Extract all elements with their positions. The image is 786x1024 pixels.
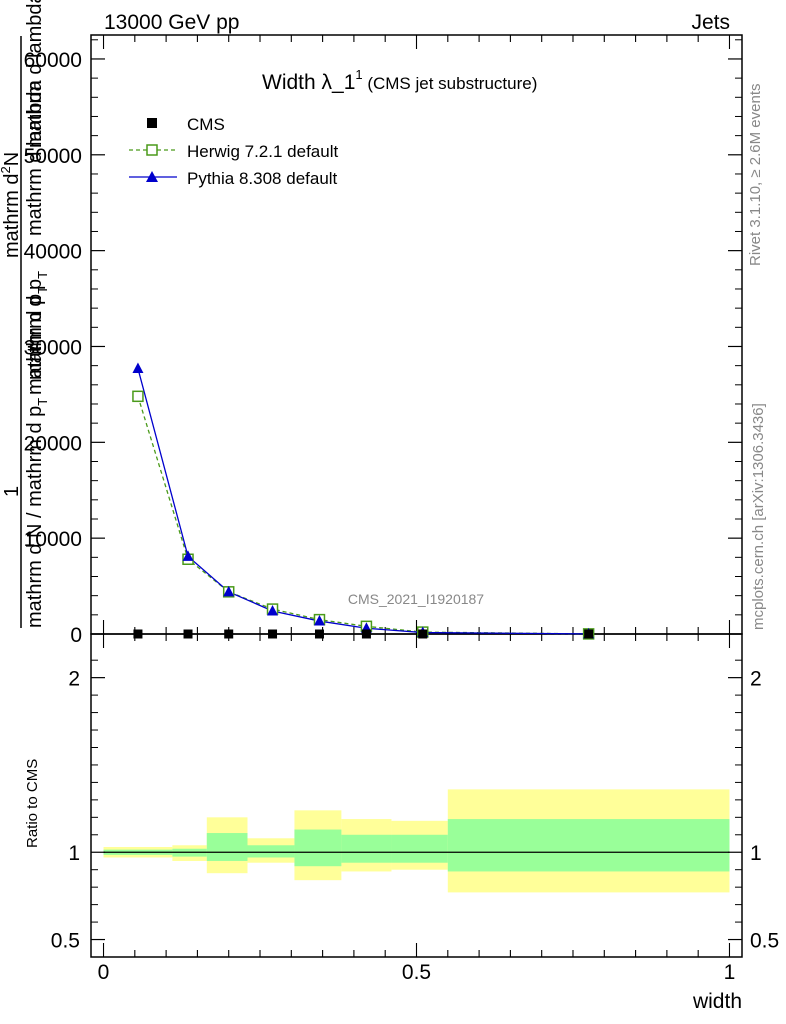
main-y-ticks: 0 10000 20000 30000 40000 50000 60000 [24,39,742,647]
plot-title-sup: 1 [355,67,362,82]
main-y-axis-label: 1 mathrm d N / mathrm d pT mathrm d2N ma… [0,0,50,628]
series-layer [132,362,595,640]
ylabel-d2N: mathrm d2N [0,152,23,258]
cms-point [584,629,594,639]
ylabel-sub-T-3: T [35,271,50,279]
herwig-point [132,390,144,403]
ratio-y-axis-label: Ratio to CMS [24,759,41,848]
pythia-point [132,362,144,374]
ylabel-d2N-N: N [1,152,23,166]
legend-herwig-label: Herwig 7.2.1 default [187,142,338,161]
main-y-tick-label: 10000 [24,528,82,551]
ylabel-dlambda-2: mathrm d lambda [24,0,46,148]
pythia-point [223,585,235,597]
x-axis-label: width [692,990,742,1013]
plot-title: Width λ_11 (CMS jet substructure) [262,67,537,94]
pythia-line [137,368,589,635]
ratio-y-tick-label-right: 2 [750,668,762,691]
ratio-band-inner-5 [341,834,392,863]
cms-point [418,629,428,639]
ratio-y-tick-label-left: 0.5 [51,930,80,953]
ylabel-dpT-denominator: mathrm d pT [24,286,50,395]
ratio-y-tick-label-left: 2 [68,668,80,691]
ylabel-dpT-text: mathrm d p [24,294,46,395]
cms-point [224,629,234,639]
rivet-label: Rivet 3.1.10, ≥ 2.6M events [747,84,764,267]
ratio-y-ticks: 0.5 0.5 1 1 2 2 [51,659,779,953]
cms-point [183,629,193,639]
ylabel-dpT-2: mathrm d pT [24,271,50,380]
main-y-tick-label: 60000 [24,49,82,72]
ylabel-one: 1 [1,486,23,497]
legend-cms-marker [147,118,157,128]
cms-point [361,629,371,639]
ylabel-sub-T-1: T [35,398,50,406]
ylabel-dN-dpT-text: mathrm d N / mathrm d p [24,406,46,628]
ratio-bands [103,789,730,893]
x-tick-label: 0.5 [402,961,431,984]
ylabel-sub-T-2: T [35,286,50,294]
cms-point [314,629,324,639]
ylabel-dN-dpT: mathrm d N / mathrm d pT [24,398,50,628]
analysis-watermark: CMS_2021_I1920187 [348,591,484,607]
ratio-band-inner-6 [391,834,448,863]
pythia-point [182,550,194,561]
header-energy-label: 13000 GeV pp [104,11,239,34]
legend-pythia-marker [146,171,158,182]
legend-herwig-marker [146,144,158,156]
ylabel-d2N-d: mathrm d [1,174,23,258]
legend-cms-label: CMS [187,115,225,134]
ratio-y-tick-label-left: 1 [68,842,80,865]
ratio-band-inner-2 [206,833,248,861]
x-tick-label: 1 [724,961,736,984]
legend-pythia-label: Pythia 8.308 default [187,169,338,188]
x-tick-label: 0 [98,961,110,984]
main-y-tick-label: 40000 [24,241,82,264]
main-y-tick-label: 20000 [24,432,82,455]
main-y-tick-label: 50000 [24,145,82,168]
cms-point [268,629,278,639]
ratio-band-inner-4 [294,829,342,867]
plot-title-sub: (CMS jet substructure) [363,74,538,93]
ratio-band-inner-3 [247,845,295,858]
cms-point [133,629,143,639]
ratio-y-tick-label-right: 1 [750,842,762,865]
mcplots-label: mcplots.cern.ch [arXiv:1306.3436] [750,403,767,630]
ratio-y-tick-label-right: 0.5 [750,930,779,953]
main-y-tick-label: 30000 [24,336,82,359]
ratio-band-inner-7 [447,819,730,872]
x-ticks: 0 0.5 1 [98,35,736,984]
ylabel-dlambda-1: mathrm d lambda [24,80,46,236]
ylabel-sup-2: 2 [0,166,13,173]
pythia-point [267,604,279,616]
ylabel-dpT2-text: mathrm d p [24,279,46,380]
header-jets-label: Jets [691,11,730,34]
main-y-tick-label: 0 [70,624,82,647]
pythia-point [313,615,325,626]
legend: CMS Herwig 7.2.1 default Pythia 8.308 de… [129,115,338,188]
plot-title-main: Width λ_1 [262,71,355,94]
